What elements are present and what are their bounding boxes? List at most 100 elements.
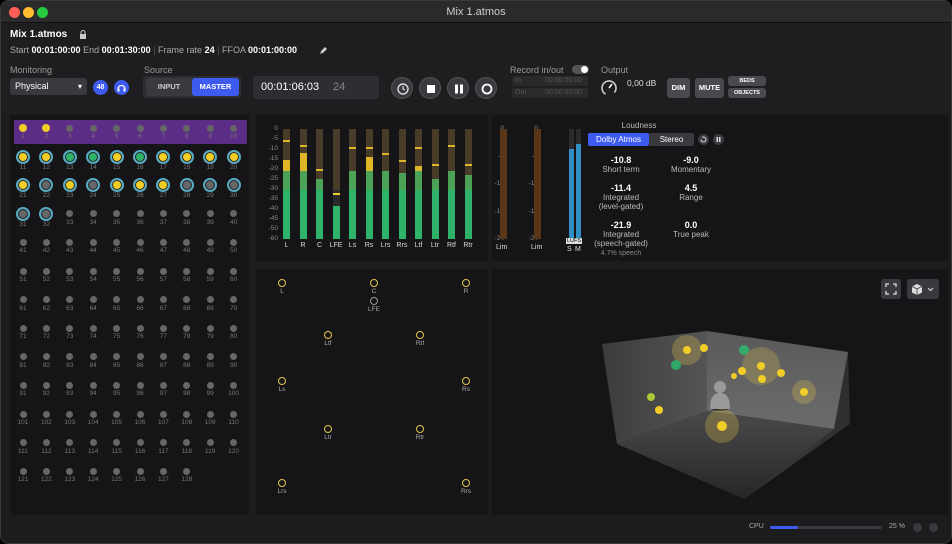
object-slot-17[interactable] xyxy=(156,149,171,164)
object-slot-46[interactable] xyxy=(136,238,144,246)
object-slot-127[interactable] xyxy=(159,467,167,475)
object-slot-2[interactable] xyxy=(42,124,51,132)
history-button[interactable] xyxy=(391,77,413,99)
object-slot-6[interactable] xyxy=(136,124,144,132)
object-slot-1[interactable] xyxy=(19,124,27,132)
tab-stereo[interactable]: Stereo xyxy=(649,133,694,146)
object-slot-82[interactable] xyxy=(42,353,50,361)
speaker-ltr[interactable] xyxy=(324,425,332,433)
object-slot-7[interactable] xyxy=(159,124,167,132)
source-master-button[interactable]: MASTER xyxy=(192,78,239,96)
tab-dolby-atmos[interactable]: Dolby Atmos xyxy=(588,133,649,146)
object-slot-15[interactable] xyxy=(109,149,124,164)
object-slot-75[interactable] xyxy=(113,324,121,332)
object-slot-55[interactable] xyxy=(113,267,121,275)
speaker-c[interactable] xyxy=(370,279,378,287)
object-slot-51[interactable] xyxy=(19,267,27,275)
object-slot-14[interactable] xyxy=(86,149,101,164)
object-slot-80[interactable] xyxy=(230,324,238,332)
object-slot-28[interactable] xyxy=(179,178,194,193)
object-slot-5[interactable] xyxy=(113,124,121,132)
object-slot-123[interactable] xyxy=(66,467,74,475)
object-slot-114[interactable] xyxy=(89,439,97,447)
start-time[interactable]: 00:01:00:00 xyxy=(31,45,81,55)
audio-object[interactable] xyxy=(777,369,785,377)
object-slot-18[interactable] xyxy=(179,149,194,164)
object-slot-74[interactable] xyxy=(89,324,97,332)
object-slot-102[interactable] xyxy=(42,410,50,418)
object-slot-69[interactable] xyxy=(206,296,214,304)
audio-object[interactable] xyxy=(800,388,808,396)
beds-button[interactable]: BEDS xyxy=(728,76,766,86)
object-slot-91[interactable] xyxy=(19,381,27,389)
object-slot-38[interactable] xyxy=(183,210,191,218)
audio-object[interactable] xyxy=(731,373,737,379)
framerate[interactable]: 24 xyxy=(204,45,215,55)
object-slot-33[interactable] xyxy=(66,210,74,218)
object-slot-8[interactable] xyxy=(183,124,191,132)
object-slot-115[interactable] xyxy=(113,439,121,447)
object-slot-125[interactable] xyxy=(113,467,121,475)
audio-object[interactable] xyxy=(758,375,766,383)
record-inout-toggle[interactable] xyxy=(572,65,589,74)
audio-object[interactable] xyxy=(738,367,746,375)
mute-button[interactable]: MUTE xyxy=(695,78,724,98)
object-slot-60[interactable] xyxy=(230,267,238,275)
object-slot-85[interactable] xyxy=(113,353,121,361)
audio-object[interactable] xyxy=(683,346,691,354)
record-button[interactable] xyxy=(475,77,497,99)
object-slot-42[interactable] xyxy=(42,238,50,246)
output-volume-knob-icon[interactable] xyxy=(599,78,619,98)
3d-room-view[interactable] xyxy=(492,269,948,515)
object-slot-77[interactable] xyxy=(159,324,167,332)
lock-icon[interactable] xyxy=(79,30,87,39)
object-slot-3[interactable] xyxy=(66,124,74,132)
object-slot-67[interactable] xyxy=(159,296,167,304)
object-slot-29[interactable] xyxy=(203,178,218,193)
object-slot-24[interactable] xyxy=(86,178,101,193)
object-slot-110[interactable] xyxy=(230,410,238,418)
object-slot-48[interactable] xyxy=(183,238,191,246)
object-slot-23[interactable] xyxy=(62,178,77,193)
headphones-icon[interactable] xyxy=(114,80,129,95)
pause-button[interactable] xyxy=(447,77,469,99)
object-slot-52[interactable] xyxy=(42,267,50,275)
object-slot-118[interactable] xyxy=(183,439,191,447)
view-cube-menu[interactable] xyxy=(907,279,939,299)
object-slot-37[interactable] xyxy=(159,210,167,218)
object-slot-87[interactable] xyxy=(159,353,167,361)
object-slot-16[interactable] xyxy=(133,149,147,164)
object-slot-4[interactable] xyxy=(89,124,97,132)
object-slot-20[interactable] xyxy=(226,149,241,164)
object-slot-63[interactable] xyxy=(66,296,74,304)
audio-object[interactable] xyxy=(717,421,727,431)
object-slot-105[interactable] xyxy=(113,410,121,418)
object-slot-54[interactable] xyxy=(89,267,97,275)
speaker-lfe[interactable] xyxy=(370,297,378,305)
object-slot-56[interactable] xyxy=(136,267,144,275)
object-slot-92[interactable] xyxy=(42,381,50,389)
speaker-rs[interactable] xyxy=(462,377,470,385)
object-slot-64[interactable] xyxy=(89,296,97,304)
object-slot-96[interactable] xyxy=(136,381,144,389)
object-slot-112[interactable] xyxy=(42,439,50,447)
object-slot-107[interactable] xyxy=(159,410,167,418)
speaker-l[interactable] xyxy=(278,279,286,287)
object-slot-66[interactable] xyxy=(136,296,144,304)
object-slot-58[interactable] xyxy=(183,267,191,275)
object-slot-120[interactable] xyxy=(230,439,238,447)
audio-object[interactable] xyxy=(647,393,655,401)
info-icon[interactable] xyxy=(929,523,938,532)
close-window-button[interactable] xyxy=(9,7,20,18)
end-time[interactable]: 00:01:30:00 xyxy=(101,45,151,55)
object-slot-103[interactable] xyxy=(66,410,74,418)
loudness-reset-button[interactable] xyxy=(698,134,709,145)
object-slot-26[interactable] xyxy=(133,178,147,193)
object-slot-108[interactable] xyxy=(183,410,191,418)
object-slot-57[interactable] xyxy=(159,267,167,275)
object-slot-128[interactable] xyxy=(183,467,191,475)
object-slot-49[interactable] xyxy=(206,238,214,246)
object-slot-70[interactable] xyxy=(230,296,238,304)
object-slot-81[interactable] xyxy=(19,353,27,361)
dim-button[interactable]: DIM xyxy=(667,78,690,98)
